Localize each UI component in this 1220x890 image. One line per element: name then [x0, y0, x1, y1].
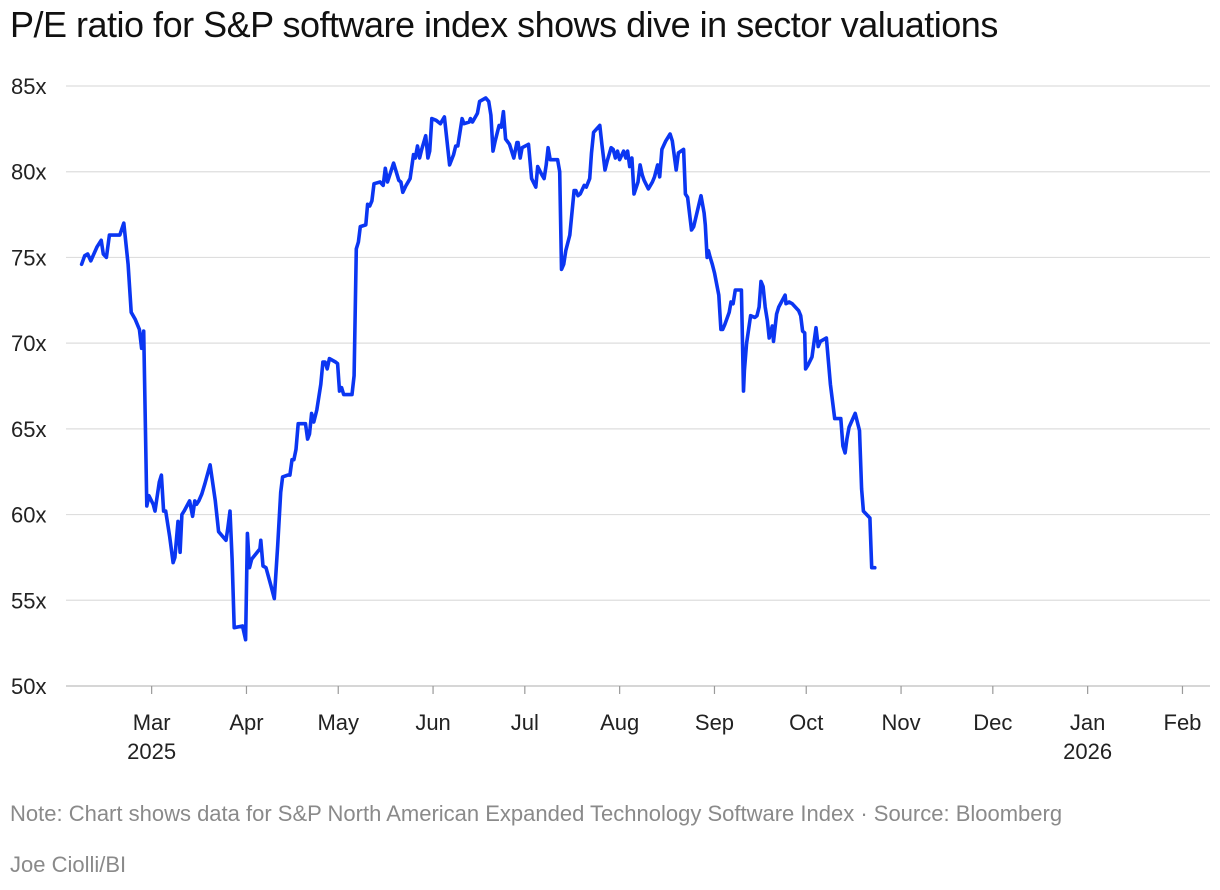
- x-tick-label: May: [317, 710, 359, 735]
- series-group: [79, 96, 877, 642]
- x-tick-year-label: 2026: [1063, 739, 1112, 764]
- y-tick-label: 80x: [11, 160, 46, 185]
- x-tick-label: Dec: [973, 710, 1012, 735]
- y-tick-label: 70x: [11, 331, 46, 356]
- x-tick-label: Mar: [133, 710, 171, 735]
- x-tick-label: Sep: [695, 710, 734, 735]
- y-tick-label: 75x: [11, 245, 46, 270]
- series-line: [79, 96, 877, 642]
- x-tick-year-label: 2025: [127, 739, 176, 764]
- x-tick-label: Jul: [511, 710, 539, 735]
- y-tick-label: 50x: [11, 674, 46, 699]
- y-axis: 50x 55x 60x 65x 70x 75x 80x 85x: [11, 74, 46, 699]
- y-tick-label: 60x: [11, 503, 46, 528]
- x-tick-label: Jan: [1070, 710, 1105, 735]
- x-tick-label: Oct: [789, 710, 823, 735]
- gridlines: [66, 85, 1210, 687]
- x-tick-label: Feb: [1164, 710, 1202, 735]
- x-tick-label: Nov: [881, 710, 920, 735]
- source-note: Note: Chart shows data for S&P North Ame…: [10, 801, 1063, 826]
- y-tick-label: 85x: [11, 74, 46, 99]
- x-axis: Mar 2025 Apr May Jun Jul Aug Sep Oct Nov Dec Jan 202…: [127, 686, 1201, 764]
- y-tick-label: 65x: [11, 417, 46, 442]
- y-tick-label: 55x: [11, 588, 46, 613]
- author-credit: Joe Ciolli/BI: [10, 852, 127, 877]
- chart-title: P/E ratio for S&P software index shows d…: [10, 4, 998, 45]
- x-tick-label: Apr: [229, 710, 263, 735]
- x-tick-label: Jun: [415, 710, 450, 735]
- line-chart: 50x 55x 60x 65x 70x 75x 80x 85x Mar 2025 Apr May Ju…: [11, 74, 1210, 764]
- x-tick-label: Aug: [600, 710, 639, 735]
